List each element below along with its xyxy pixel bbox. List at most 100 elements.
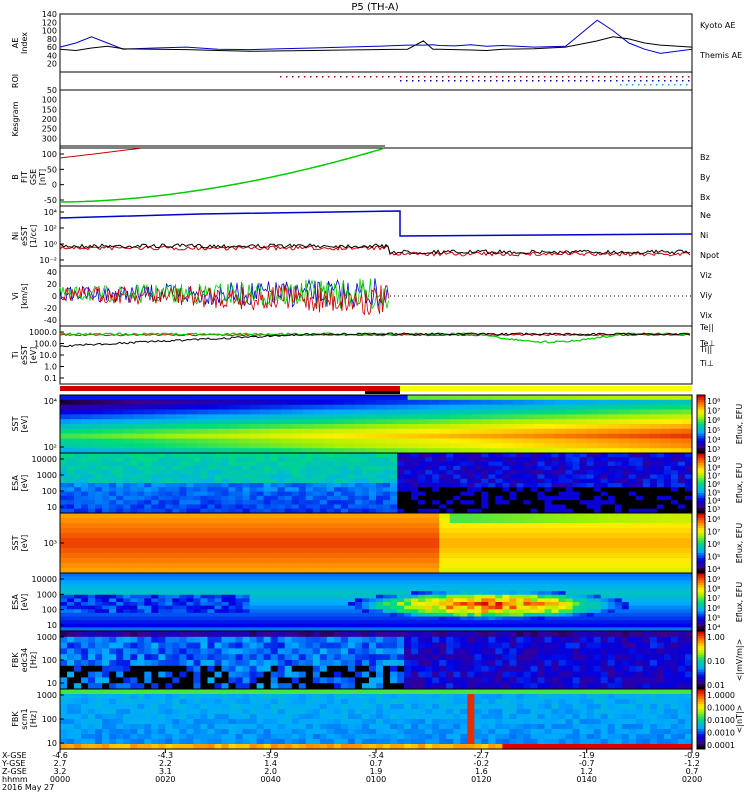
heatmap-cell — [600, 487, 609, 493]
heatmap-cell — [432, 602, 440, 607]
heatmap-cell — [263, 591, 272, 596]
colorbar-cell — [697, 602, 705, 605]
heatmap-cell — [670, 533, 683, 539]
heatmap-cell — [302, 523, 314, 529]
heatmap-cell — [607, 594, 616, 599]
heatmap-cell — [221, 504, 230, 510]
heatmap-cell — [133, 523, 145, 529]
heatmap-cell — [649, 428, 661, 435]
heatmap-cell — [144, 461, 152, 467]
heatmap-cell — [270, 642, 279, 649]
heatmap-cell — [544, 598, 553, 603]
heatmap-cell — [670, 457, 679, 463]
heatmap-cell — [291, 438, 303, 444]
heatmap-cell — [218, 409, 230, 415]
heatmap-cell — [368, 500, 377, 506]
y-tick-label: 100 — [42, 606, 57, 615]
heatmap-cell — [123, 612, 131, 618]
y-axis-label: eSST — [20, 226, 29, 246]
heatmap-cell — [172, 461, 180, 467]
heatmap-cell — [446, 470, 454, 476]
heatmap-cell — [453, 500, 461, 506]
heatmap-cell — [376, 594, 384, 599]
heatmap-cell — [565, 538, 577, 544]
heatmap-cell — [593, 591, 602, 596]
heatmap-cell — [502, 414, 514, 420]
heatmap-cell — [544, 523, 556, 529]
heatmap-cell — [565, 508, 574, 514]
colorbar-cell — [697, 488, 705, 491]
heatmap-cell — [383, 474, 391, 480]
heatmap-cell — [133, 543, 145, 549]
heatmap-cell — [228, 528, 240, 534]
heatmap-cell — [151, 487, 159, 493]
heatmap-cell — [516, 591, 525, 596]
heatmap-cell — [512, 518, 525, 524]
heatmap-cell — [249, 474, 258, 480]
heatmap-cell — [95, 648, 103, 655]
heatmap-cell — [123, 648, 131, 655]
heatmap-cell — [512, 528, 525, 534]
heatmap-cell — [74, 620, 82, 625]
heatmap-cell — [565, 612, 574, 618]
y-axis-label: eSST — [20, 345, 29, 365]
heatmap-cell — [418, 409, 430, 415]
heatmap-cell — [607, 573, 616, 578]
heatmap-cell — [186, 528, 198, 534]
heatmap-cell — [130, 583, 138, 589]
heatmap-cell — [428, 513, 440, 519]
heatmap-cell — [512, 558, 525, 564]
heatmap-cell — [74, 598, 82, 603]
heatmap-cell — [449, 438, 461, 444]
heatmap-cell — [109, 616, 117, 621]
heatmap-cell — [235, 583, 244, 589]
heatmap-cell — [481, 576, 489, 581]
heatmap-cell — [130, 594, 138, 599]
heatmap-cell — [333, 627, 342, 632]
heatmap-cell — [302, 428, 314, 435]
heatmap-cell — [439, 470, 447, 476]
heatmap-cell — [326, 500, 335, 506]
heatmap-cell — [618, 433, 630, 440]
heatmap-cell — [221, 508, 230, 514]
heatmap-cell — [144, 677, 152, 684]
heatmap-cell — [586, 627, 595, 632]
heatmap-cell — [81, 660, 89, 667]
heatmap-cell — [502, 612, 511, 618]
heatmap-cell — [425, 609, 433, 614]
heatmap-cell — [660, 443, 672, 449]
heatmap-cell — [179, 483, 187, 488]
heatmap-cell — [270, 616, 279, 621]
heatmap-cell — [523, 399, 535, 406]
heatmap-cell — [284, 461, 293, 467]
heatmap-cell — [544, 627, 553, 632]
heatmap-cell — [530, 602, 539, 607]
heatmap-cell — [263, 583, 272, 589]
heatmap-cell — [397, 580, 405, 585]
heatmap-cell — [116, 677, 124, 684]
heatmap-cell — [123, 433, 135, 440]
heatmap-cell — [551, 457, 560, 463]
heatmap-cell — [684, 487, 693, 493]
heatmap-cell — [109, 642, 117, 649]
heatmap-cell — [123, 395, 135, 401]
heatmap-cell — [670, 419, 683, 425]
heatmap-cell — [411, 620, 419, 625]
heatmap-cell — [137, 508, 145, 514]
heatmap-cell — [509, 605, 518, 610]
heatmap-cell — [137, 602, 145, 607]
heatmap-cell — [179, 504, 187, 510]
heatmap-cell — [579, 598, 588, 603]
heatmap-cell — [376, 683, 384, 690]
heatmap-cell — [326, 636, 335, 644]
heatmap-cell — [137, 478, 145, 484]
heatmap-cell — [249, 648, 258, 655]
heatmap-cell — [418, 518, 430, 524]
heatmap-cell — [291, 594, 300, 599]
heatmap-cell — [404, 620, 412, 625]
heatmap-cell — [376, 602, 384, 607]
heatmap-cell — [347, 683, 356, 690]
heatmap-cell — [491, 528, 503, 534]
heatmap-cell — [130, 474, 138, 480]
heatmap-cell — [326, 683, 335, 690]
